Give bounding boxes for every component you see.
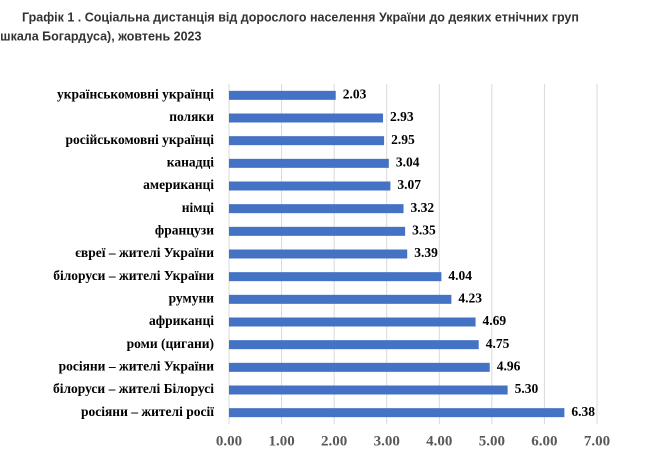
y-tick-label: росіяни – жителі України: [59, 358, 215, 373]
bar: [229, 136, 385, 146]
y-tick-label: румуни: [169, 290, 215, 305]
bar: [229, 113, 384, 123]
x-tick-label: 4.00: [426, 433, 452, 449]
value-label: 3.07: [397, 177, 421, 192]
x-tick-label: 7.00: [584, 433, 610, 449]
bar: [229, 90, 336, 100]
chart-title: (шкала Богардуса), жовтень 2023: [0, 29, 201, 43]
y-tick-label: канадці: [167, 154, 214, 169]
x-tick-label: 2.00: [321, 433, 347, 449]
y-tick-label: африканці: [149, 313, 214, 328]
y-tick-label: білоруси – жителі України: [53, 268, 214, 283]
value-label: 2.03: [343, 86, 367, 101]
value-label: 6.38: [571, 404, 595, 419]
bar: [229, 226, 406, 236]
y-tick-label: роми (цигани): [127, 336, 214, 351]
bar: [229, 249, 408, 259]
bar: [229, 317, 476, 327]
y-tick-label: американці: [143, 177, 214, 192]
bar: [229, 158, 389, 168]
x-tick-label: 6.00: [531, 433, 557, 449]
x-tick-label: 3.00: [374, 433, 400, 449]
x-tick-label: 0.00: [216, 433, 242, 449]
value-label: 4.23: [458, 290, 482, 305]
value-label: 5.30: [515, 381, 539, 396]
value-label: 3.39: [414, 245, 438, 260]
value-label: 4.69: [483, 313, 507, 328]
value-label: 3.04: [396, 154, 420, 169]
value-label: 2.93: [390, 109, 414, 124]
value-label: 4.75: [486, 336, 510, 351]
y-tick-label: французи: [155, 222, 214, 237]
bar: [229, 181, 391, 191]
y-tick-label: євреї – жителі України: [75, 245, 214, 260]
bar: [229, 294, 452, 304]
chart-title: Графік 1 . Соціальна дистанція від дорос…: [22, 10, 579, 24]
value-label: 3.35: [412, 222, 436, 237]
y-tick-label: німці: [182, 200, 215, 215]
y-tick-label: білоруси – жителі Білорусі: [53, 381, 214, 396]
value-label: 4.96: [497, 358, 521, 373]
bar: [229, 408, 565, 418]
value-label: 2.95: [391, 132, 415, 147]
y-tick-label: поляки: [169, 109, 214, 124]
bar: [229, 385, 508, 395]
x-tick-label: 1.00: [268, 433, 294, 449]
y-tick-label: російськомовні українці: [66, 132, 215, 147]
y-tick-label: українськомовні українці: [57, 86, 214, 101]
bar: [229, 340, 479, 350]
bar: [229, 272, 442, 282]
value-label: 3.32: [411, 200, 435, 215]
y-tick-label: росіяни – жителі росії: [81, 404, 214, 419]
bar: [229, 362, 490, 372]
value-label: 4.04: [448, 268, 472, 283]
x-tick-label: 5.00: [479, 433, 505, 449]
bar: [229, 204, 404, 214]
